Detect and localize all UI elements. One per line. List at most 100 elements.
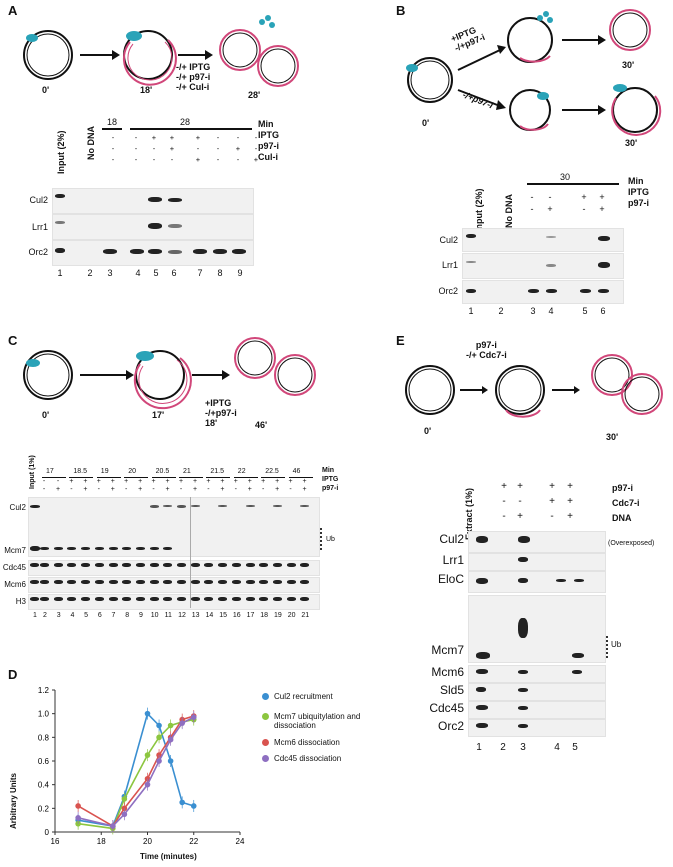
a-input-header: Input (2%) [56, 130, 66, 175]
c-time-header: 18.5 [73, 468, 88, 475]
e-sign: + [567, 496, 573, 507]
c-band [245, 563, 255, 567]
c-band [67, 580, 77, 584]
d-xlabel: Time (minutes) [140, 852, 197, 861]
data-point [75, 803, 81, 809]
c-lane-number: 12 [178, 612, 186, 619]
c-band [40, 547, 49, 550]
a-lane-number: 6 [171, 268, 177, 278]
e-row-cdc7: Cdc7-i [612, 498, 640, 508]
b-nodna-header: No DNA [504, 194, 514, 228]
e-sign: + [517, 511, 523, 522]
data-point [167, 736, 174, 743]
c-sign-iptg: + [192, 478, 198, 485]
b-time-0: 0' [422, 118, 430, 128]
b-band [466, 261, 476, 263]
e-band [556, 579, 566, 582]
e-blot-label: Mcm7 [431, 643, 464, 657]
c-band [204, 563, 214, 567]
data-point [167, 758, 174, 764]
a-sign: - [111, 133, 115, 142]
legend-label: Cul2 recruitment [274, 692, 333, 701]
a-band [213, 249, 227, 254]
c-band [272, 580, 282, 584]
c-time-underline [151, 477, 176, 478]
c-band [163, 580, 173, 584]
e-arrow-p97: p97-i [475, 340, 497, 350]
c-band [259, 563, 269, 567]
data-point [179, 720, 185, 726]
a-band [193, 249, 207, 254]
legend-marker [262, 713, 269, 720]
c-band [231, 597, 241, 601]
a-band [148, 223, 162, 229]
legend-item: Cul2 recruitment [262, 692, 382, 701]
c-lane-number: 1 [33, 612, 37, 619]
c-band [53, 547, 63, 550]
data-point [121, 796, 128, 802]
c-sign-iptg: + [220, 478, 225, 485]
b-band [598, 289, 609, 293]
data-point [167, 722, 174, 729]
e-band [518, 706, 528, 710]
b-sign: + [599, 192, 605, 202]
c-row-p97: p97-i [322, 485, 339, 492]
a-lane-number: 2 [87, 268, 93, 278]
c-band [177, 597, 186, 601]
c-band [149, 505, 159, 508]
c-sign-iptg: + [124, 478, 129, 485]
a-sign: - [152, 144, 156, 153]
e-blot [468, 701, 606, 719]
e-band [476, 669, 488, 674]
c-sign-p97: - [42, 486, 46, 493]
a-sign: - [152, 155, 156, 164]
c-sign-p97: + [165, 486, 170, 493]
c-time-header: 20.5 [155, 468, 170, 475]
c-band [245, 505, 255, 507]
e-band [574, 579, 584, 582]
b-time-30a: 30' [622, 60, 635, 70]
c-band [218, 505, 228, 507]
a-treat-cul: -/+ Cul-i [176, 82, 210, 92]
c-band [30, 597, 39, 601]
a-lane-number: 8 [217, 268, 223, 278]
c-band [30, 580, 39, 584]
a-min-18: 18 [107, 117, 118, 127]
c-band [300, 505, 310, 507]
data-point [75, 815, 81, 821]
a-lane-number: 5 [153, 268, 159, 278]
e-arrow-cdc7: -/+ Cdc7-i [466, 350, 507, 360]
b-band [546, 264, 556, 267]
c-sign-p97: + [247, 486, 252, 493]
c-time-header: 19 [100, 468, 109, 475]
c-lane-number: 16 [232, 612, 241, 619]
a-underline-18 [102, 128, 122, 130]
a-sign: - [111, 144, 115, 153]
c-band [122, 580, 132, 584]
b-min-30: 30 [560, 172, 571, 182]
a-sign: + [169, 144, 175, 153]
c-band [218, 597, 228, 601]
c-sign-iptg: + [138, 478, 143, 485]
c-blot-label: Mcm7 [4, 546, 26, 555]
c-band [67, 597, 77, 601]
legend-label: Mcm6 dissociation [274, 738, 340, 747]
c-time-header: 46 [292, 468, 301, 475]
e-sign: - [502, 511, 506, 522]
b-lane-number: 3 [530, 306, 536, 316]
a-time-18: 18' [140, 85, 153, 95]
c-time-underline [261, 477, 286, 478]
c-time-underline [288, 477, 313, 478]
legend-label: Cdc45 dissociation [274, 754, 342, 763]
e-sign: - [518, 496, 522, 507]
c-sign-iptg: - [56, 478, 60, 485]
e-band [476, 536, 488, 543]
c-band [149, 563, 159, 567]
e-band [476, 723, 488, 728]
c-time-underline [179, 477, 203, 478]
c-band [149, 597, 159, 601]
e-row-dna: DNA [612, 513, 632, 523]
panel-c-letter: C [8, 333, 18, 348]
panel-e-schematic [405, 354, 663, 418]
c-band [122, 597, 132, 601]
